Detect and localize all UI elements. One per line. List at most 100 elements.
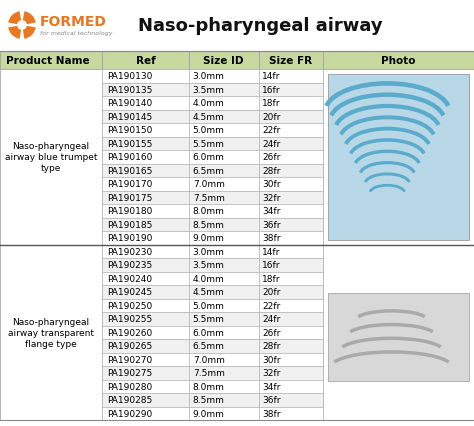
FancyBboxPatch shape bbox=[102, 124, 189, 137]
FancyBboxPatch shape bbox=[102, 164, 189, 178]
FancyBboxPatch shape bbox=[0, 70, 102, 245]
FancyBboxPatch shape bbox=[189, 204, 258, 218]
Text: Photo: Photo bbox=[382, 56, 416, 66]
FancyBboxPatch shape bbox=[258, 299, 323, 312]
Text: PA190130: PA190130 bbox=[108, 72, 153, 81]
Wedge shape bbox=[22, 26, 36, 40]
FancyBboxPatch shape bbox=[189, 380, 258, 393]
Text: PA190165: PA190165 bbox=[108, 167, 153, 176]
Text: Product Name: Product Name bbox=[6, 56, 90, 66]
Text: PA190270: PA190270 bbox=[108, 355, 153, 364]
Text: PA190285: PA190285 bbox=[108, 395, 153, 404]
FancyBboxPatch shape bbox=[258, 366, 323, 380]
FancyBboxPatch shape bbox=[102, 204, 189, 218]
Text: 24fr: 24fr bbox=[263, 139, 281, 148]
Text: PA190185: PA190185 bbox=[108, 220, 153, 229]
Text: 20fr: 20fr bbox=[263, 288, 281, 296]
FancyBboxPatch shape bbox=[189, 299, 258, 312]
Text: 18fr: 18fr bbox=[263, 274, 281, 283]
FancyBboxPatch shape bbox=[258, 70, 323, 83]
FancyBboxPatch shape bbox=[102, 70, 189, 83]
FancyBboxPatch shape bbox=[189, 353, 258, 366]
FancyBboxPatch shape bbox=[258, 259, 323, 272]
Text: Naso-pharyngeal
airway transparent
flange type: Naso-pharyngeal airway transparent flang… bbox=[8, 317, 94, 348]
FancyBboxPatch shape bbox=[258, 178, 323, 191]
FancyBboxPatch shape bbox=[189, 137, 258, 151]
FancyBboxPatch shape bbox=[258, 83, 323, 97]
Text: 36fr: 36fr bbox=[263, 220, 281, 229]
FancyBboxPatch shape bbox=[323, 52, 474, 70]
FancyBboxPatch shape bbox=[189, 124, 258, 137]
Text: 26fr: 26fr bbox=[263, 153, 281, 162]
Text: 5.0mm: 5.0mm bbox=[193, 126, 225, 135]
Wedge shape bbox=[8, 26, 22, 40]
Text: PA190245: PA190245 bbox=[108, 288, 153, 296]
Text: 3.5mm: 3.5mm bbox=[193, 261, 225, 270]
Text: 7.5mm: 7.5mm bbox=[193, 193, 225, 202]
Text: PA190135: PA190135 bbox=[108, 86, 153, 95]
Text: PA190255: PA190255 bbox=[108, 314, 153, 323]
Text: PA190145: PA190145 bbox=[108, 112, 153, 121]
Text: 9.0mm: 9.0mm bbox=[193, 234, 225, 243]
FancyBboxPatch shape bbox=[102, 218, 189, 231]
FancyBboxPatch shape bbox=[258, 339, 323, 353]
Text: 3.5mm: 3.5mm bbox=[193, 86, 225, 95]
Text: PA190260: PA190260 bbox=[108, 328, 153, 337]
Text: 26fr: 26fr bbox=[263, 328, 281, 337]
FancyBboxPatch shape bbox=[189, 97, 258, 110]
FancyBboxPatch shape bbox=[189, 259, 258, 272]
FancyBboxPatch shape bbox=[258, 393, 323, 406]
Text: 36fr: 36fr bbox=[263, 395, 281, 404]
FancyBboxPatch shape bbox=[189, 231, 258, 245]
FancyBboxPatch shape bbox=[258, 406, 323, 420]
Text: 32fr: 32fr bbox=[263, 193, 281, 202]
FancyBboxPatch shape bbox=[189, 366, 258, 380]
Text: PA190160: PA190160 bbox=[108, 153, 153, 162]
Text: PA190180: PA190180 bbox=[108, 207, 153, 216]
Text: 6.5mm: 6.5mm bbox=[193, 342, 225, 351]
Text: 30fr: 30fr bbox=[263, 180, 281, 189]
FancyBboxPatch shape bbox=[258, 124, 323, 137]
Text: 7.5mm: 7.5mm bbox=[193, 368, 225, 377]
Text: 4.5mm: 4.5mm bbox=[193, 112, 225, 121]
FancyBboxPatch shape bbox=[0, 245, 102, 420]
Text: 8.5mm: 8.5mm bbox=[193, 220, 225, 229]
FancyBboxPatch shape bbox=[189, 285, 258, 299]
Text: 8.0mm: 8.0mm bbox=[193, 207, 225, 216]
FancyBboxPatch shape bbox=[189, 272, 258, 285]
Text: PA190280: PA190280 bbox=[108, 382, 153, 391]
FancyBboxPatch shape bbox=[328, 294, 469, 381]
FancyBboxPatch shape bbox=[189, 406, 258, 420]
FancyBboxPatch shape bbox=[323, 245, 474, 420]
FancyBboxPatch shape bbox=[258, 353, 323, 366]
FancyBboxPatch shape bbox=[102, 83, 189, 97]
FancyBboxPatch shape bbox=[189, 52, 258, 70]
Text: PA190140: PA190140 bbox=[108, 99, 153, 108]
FancyBboxPatch shape bbox=[258, 380, 323, 393]
FancyBboxPatch shape bbox=[258, 110, 323, 124]
FancyBboxPatch shape bbox=[102, 353, 189, 366]
FancyBboxPatch shape bbox=[189, 178, 258, 191]
Text: PA190230: PA190230 bbox=[108, 247, 153, 256]
Text: PA190155: PA190155 bbox=[108, 139, 153, 148]
FancyBboxPatch shape bbox=[258, 137, 323, 151]
FancyBboxPatch shape bbox=[258, 231, 323, 245]
Text: Size FR: Size FR bbox=[269, 56, 312, 66]
Text: 8.5mm: 8.5mm bbox=[193, 395, 225, 404]
FancyBboxPatch shape bbox=[0, 0, 474, 52]
FancyBboxPatch shape bbox=[102, 285, 189, 299]
Text: PA190150: PA190150 bbox=[108, 126, 153, 135]
FancyBboxPatch shape bbox=[258, 164, 323, 178]
FancyBboxPatch shape bbox=[102, 191, 189, 204]
FancyBboxPatch shape bbox=[189, 339, 258, 353]
Text: 6.0mm: 6.0mm bbox=[193, 328, 225, 337]
FancyBboxPatch shape bbox=[102, 299, 189, 312]
FancyBboxPatch shape bbox=[102, 231, 189, 245]
FancyBboxPatch shape bbox=[189, 151, 258, 164]
FancyBboxPatch shape bbox=[189, 218, 258, 231]
FancyBboxPatch shape bbox=[102, 137, 189, 151]
FancyBboxPatch shape bbox=[189, 393, 258, 406]
FancyBboxPatch shape bbox=[258, 312, 323, 326]
Text: PA190190: PA190190 bbox=[108, 234, 153, 243]
Text: PA190235: PA190235 bbox=[108, 261, 153, 270]
